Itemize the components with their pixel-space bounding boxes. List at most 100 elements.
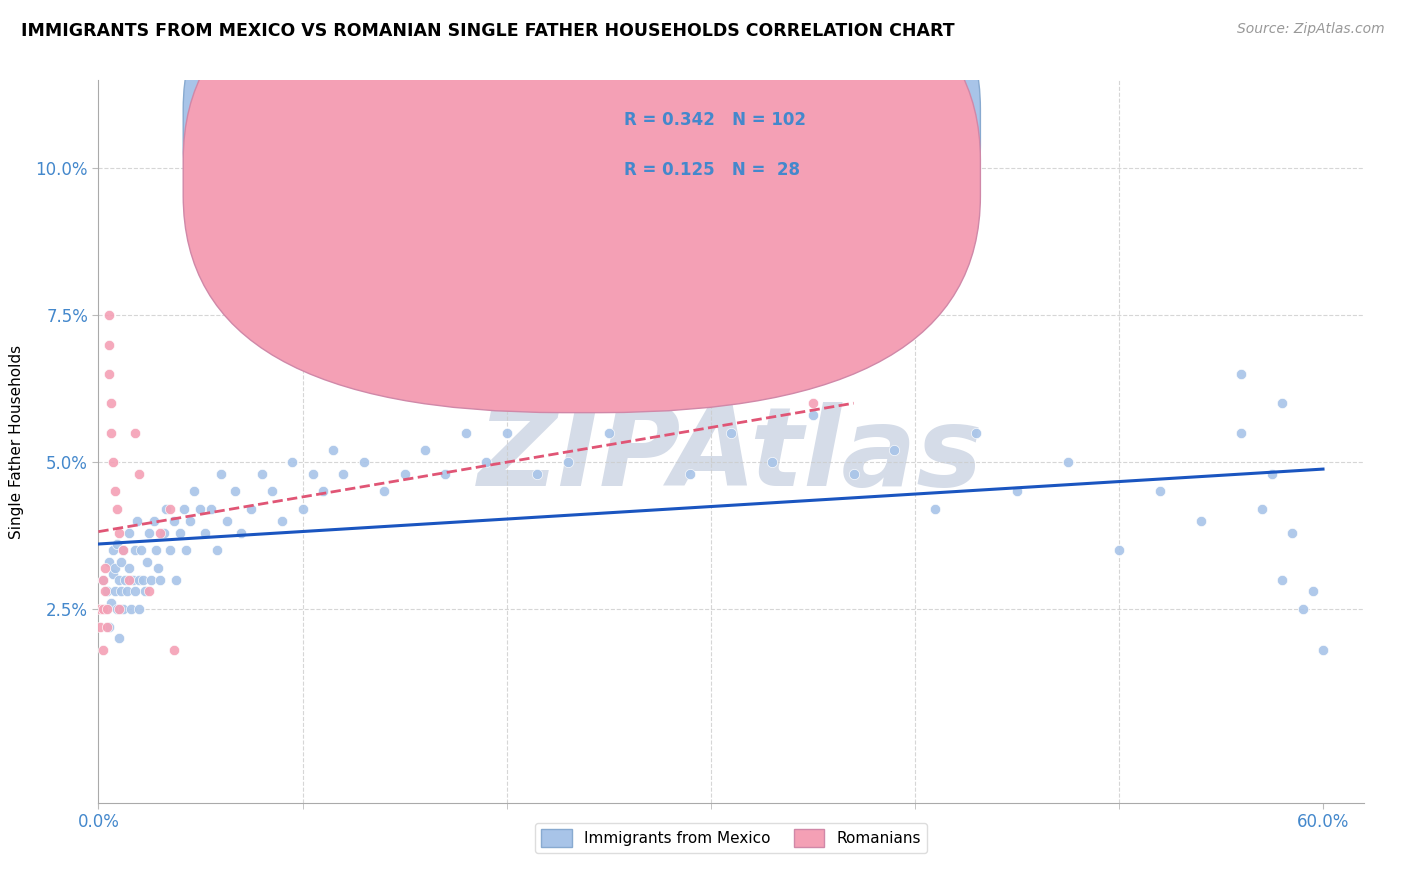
Point (122, 573, 145, 587)
Point (97, 308, 120, 322)
Point (291, 502, 314, 516)
Point (173, 502, 195, 516)
Point (1250, 502, 1272, 516)
Point (129, 543, 152, 558)
Point (883, 443, 905, 458)
Point (209, 467, 232, 481)
Point (1230, 367, 1253, 381)
Point (138, 525, 160, 540)
Point (965, 425, 987, 440)
Point (801, 408, 824, 422)
FancyBboxPatch shape (541, 98, 889, 218)
Point (174, 543, 197, 558)
Point (1291, 602, 1313, 616)
Point (165, 573, 187, 587)
Point (128, 573, 150, 587)
Point (413, 443, 436, 458)
Point (475, 455, 498, 469)
Point (136, 555, 159, 569)
Point (842, 467, 865, 481)
Point (200, 502, 222, 516)
Point (1057, 455, 1080, 469)
Point (322, 443, 344, 458)
Point (394, 467, 416, 481)
Point (141, 573, 163, 587)
Point (1302, 584, 1324, 599)
Point (104, 484, 127, 499)
Point (332, 467, 354, 481)
Point (205, 543, 228, 558)
Point (224, 484, 246, 499)
Point (96, 602, 118, 616)
Point (155, 502, 177, 516)
Point (145, 543, 167, 558)
Point (105, 602, 128, 616)
Point (91, 573, 114, 587)
Legend: Immigrants from Mexico, Romanians: Immigrants from Mexico, Romanians (536, 823, 927, 853)
Point (128, 602, 150, 616)
Point (100, 596, 122, 610)
Point (108, 573, 131, 587)
Point (1281, 525, 1303, 540)
Point (1149, 484, 1171, 499)
FancyBboxPatch shape (183, 0, 980, 362)
Text: Source: ZipAtlas.com: Source: ZipAtlas.com (1237, 22, 1385, 37)
Point (108, 632, 131, 646)
Point (720, 425, 742, 440)
Point (108, 602, 131, 616)
Point (924, 502, 946, 516)
Point (183, 484, 205, 499)
Point (96, 619, 118, 633)
Point (108, 525, 131, 540)
Point (142, 514, 165, 528)
Y-axis label: Single Father Households: Single Father Households (10, 344, 24, 539)
Point (124, 543, 146, 558)
Point (93, 602, 115, 616)
Point (152, 525, 174, 540)
Point (91, 602, 114, 616)
Point (1189, 514, 1212, 528)
Point (1108, 543, 1130, 558)
FancyBboxPatch shape (183, 0, 980, 413)
Point (281, 455, 304, 469)
Point (93, 584, 115, 599)
Point (353, 455, 375, 469)
Point (557, 455, 579, 469)
Point (105, 537, 128, 551)
Point (1312, 643, 1334, 657)
Point (679, 467, 702, 481)
Point (120, 602, 142, 616)
Point (96, 584, 118, 599)
Point (97, 337, 120, 351)
Point (159, 543, 181, 558)
Point (163, 643, 186, 657)
Point (1271, 396, 1294, 410)
Point (146, 561, 169, 575)
Point (132, 573, 155, 587)
Point (124, 425, 146, 440)
Point (104, 584, 127, 599)
Point (1230, 425, 1253, 440)
Point (179, 514, 201, 528)
Point (215, 514, 238, 528)
Point (312, 484, 335, 499)
Point (250, 467, 273, 481)
Point (240, 502, 263, 516)
Point (138, 584, 160, 599)
Point (89, 602, 111, 616)
Text: R = 0.342   N = 102: R = 0.342 N = 102 (623, 111, 806, 128)
Point (271, 514, 294, 528)
Point (127, 514, 149, 528)
Point (100, 425, 122, 440)
Point (454, 425, 477, 440)
Point (115, 584, 138, 599)
Point (260, 484, 283, 499)
Point (373, 484, 395, 499)
Text: IMMIGRANTS FROM MEXICO VS ROMANIAN SINGLE FATHER HOUSEHOLDS CORRELATION CHART: IMMIGRANTS FROM MEXICO VS ROMANIAN SINGL… (21, 22, 955, 40)
Point (97, 555, 120, 569)
Point (124, 584, 146, 599)
Point (169, 525, 191, 540)
Point (1005, 484, 1028, 499)
Point (91, 573, 114, 587)
Point (114, 573, 136, 587)
